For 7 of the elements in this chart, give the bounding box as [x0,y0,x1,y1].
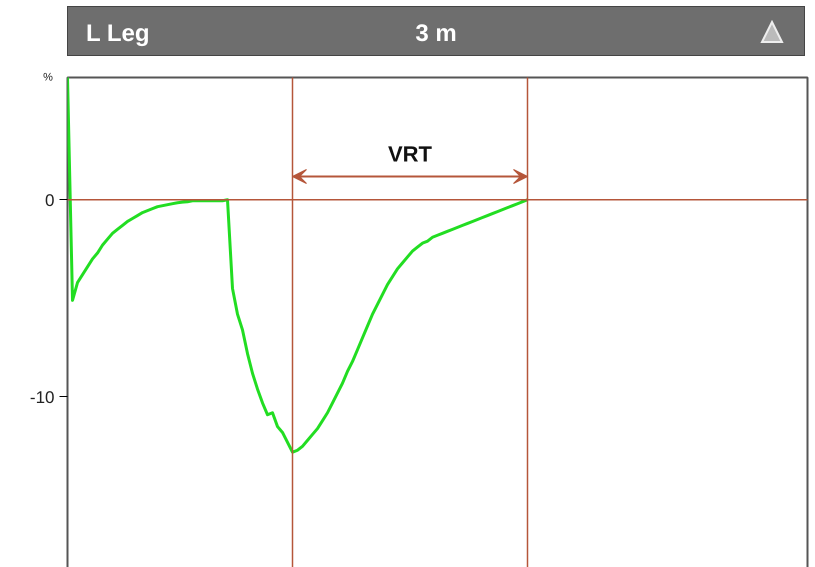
y-tick-label: 0 [45,190,55,210]
y-axis-title: % [43,72,54,84]
chart-subtitle: 3 m [415,20,457,47]
y-tick-label: -10 [30,388,55,407]
annotation: VRT [388,142,433,166]
line-series [68,78,529,454]
chart-title: L Leg [86,19,150,49]
